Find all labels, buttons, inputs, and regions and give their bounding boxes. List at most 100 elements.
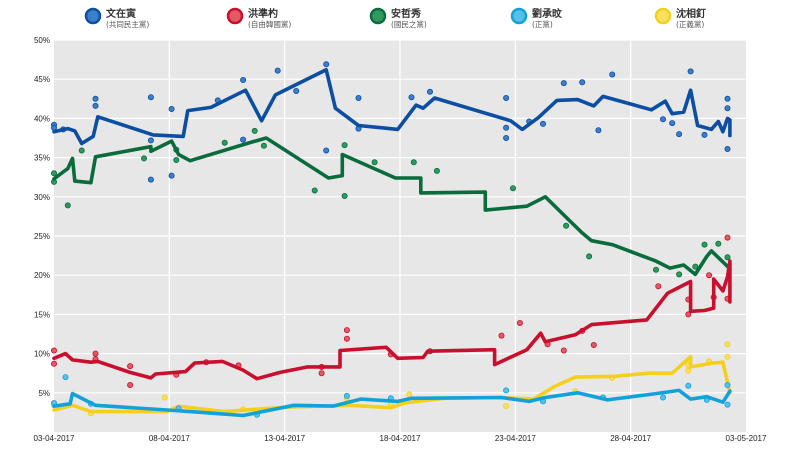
trend-vertex — [670, 371, 674, 375]
trend-vertex — [188, 410, 192, 413]
trend-vertex — [613, 374, 616, 378]
trend-vertex — [170, 139, 174, 143]
series-2 — [51, 127, 732, 278]
trend-vertex — [91, 135, 95, 138]
trend-vertex — [689, 397, 692, 401]
poll-point — [724, 353, 731, 360]
trend-vertex — [553, 385, 556, 388]
trend-vertex — [66, 127, 70, 130]
legend-swatch — [226, 7, 244, 25]
trend-vertex — [188, 159, 192, 163]
trend-vertex — [728, 389, 732, 393]
poll-point — [221, 139, 228, 146]
trend-vertex — [64, 352, 67, 355]
poll-point — [293, 88, 300, 95]
legend-item-3: 劉承旼(正黨) — [510, 7, 563, 29]
trend-vertex — [52, 356, 56, 360]
trend-vertex — [537, 116, 540, 119]
poll-point — [78, 147, 85, 154]
trend-vertex — [292, 403, 296, 407]
series-layer — [51, 61, 732, 418]
legend: 文在寅(共同民主黨)洪準杓(自由韓國黨)安哲秀(國民之黨)劉承旼(正黨)沈相釘(… — [84, 7, 706, 29]
trend-vertex — [654, 259, 658, 263]
legend-item-2: 安哲秀(國民之黨) — [369, 7, 427, 29]
poll-point — [343, 335, 350, 342]
trend-vertex — [149, 149, 153, 153]
trend-vertex — [52, 408, 56, 412]
trend-vertex — [710, 249, 713, 253]
trend-vertex — [726, 117, 729, 120]
poll-point — [685, 382, 692, 389]
trend-vertex — [527, 400, 531, 403]
trend-vertex — [539, 331, 543, 335]
y-tick-label: 40% — [34, 114, 50, 123]
trend-vertex — [73, 129, 77, 133]
poll-point — [724, 254, 731, 261]
y-tick-label: 20% — [34, 271, 50, 280]
trend-vertex — [193, 361, 197, 365]
trend-vertex — [509, 119, 513, 123]
trend-vertex — [645, 318, 649, 322]
trend-vertex — [689, 355, 692, 359]
trend-vertex — [154, 372, 157, 376]
trend-vertex — [396, 400, 400, 403]
poll-point — [410, 159, 417, 166]
poll-point — [274, 67, 281, 74]
poll-point — [724, 401, 731, 408]
poll-point — [503, 124, 510, 131]
trend-vertex — [68, 402, 72, 406]
poll-point — [147, 94, 154, 101]
trend-vertex — [567, 218, 570, 221]
poll-point — [127, 363, 134, 370]
trend-vertex — [340, 174, 344, 178]
y-tick-label: 45% — [34, 75, 50, 84]
trend-vertex — [421, 106, 425, 110]
trend-vertex — [241, 414, 245, 417]
trend-vertex — [601, 95, 605, 98]
x-tick-label: 18-04-2017 — [380, 434, 421, 443]
legend-swatch — [84, 7, 102, 25]
trend-vertex — [712, 277, 716, 281]
trend-vertex — [433, 96, 436, 100]
poll-point — [408, 94, 415, 101]
poll-point — [503, 403, 510, 410]
trend-vertex — [573, 375, 577, 379]
trend-vertex — [728, 259, 732, 263]
trend-vertex — [573, 333, 577, 337]
x-tick-label: 03-05-2017 — [726, 434, 767, 443]
poll-point — [503, 134, 510, 141]
poll-point — [586, 253, 593, 260]
trend-vertex — [177, 153, 181, 156]
x-tick-label: 03-04-2017 — [34, 434, 75, 443]
poll-point — [701, 131, 708, 138]
poll-point — [498, 332, 505, 339]
poll-point — [92, 350, 99, 357]
trend-vertex — [414, 103, 418, 107]
trend-vertex — [96, 115, 100, 119]
y-tick-label: 30% — [34, 193, 50, 202]
series-1 — [51, 234, 732, 388]
trend-vertex — [52, 130, 56, 134]
trend-vertex — [721, 289, 725, 293]
trend-vertex — [221, 360, 224, 363]
poll-point — [92, 95, 99, 102]
trend-vertex — [340, 153, 344, 156]
trend-vertex — [255, 377, 259, 381]
trend-vertex — [576, 98, 579, 101]
legend-party: (正黨) — [532, 19, 553, 29]
poll-point — [724, 105, 731, 112]
poll-point — [318, 370, 325, 377]
poll-point — [676, 271, 683, 278]
poll-point — [563, 222, 570, 229]
trend-vertex — [663, 99, 667, 103]
trend-vertex — [703, 309, 706, 312]
y-tick-label: 35% — [34, 154, 50, 163]
trend-vertex — [186, 109, 190, 112]
trend-vertex — [96, 360, 100, 363]
poll-point — [127, 381, 134, 388]
trend-vertex — [71, 157, 74, 160]
poll-point — [516, 319, 523, 326]
poll-point — [140, 155, 147, 162]
trend-vertex — [241, 368, 245, 372]
